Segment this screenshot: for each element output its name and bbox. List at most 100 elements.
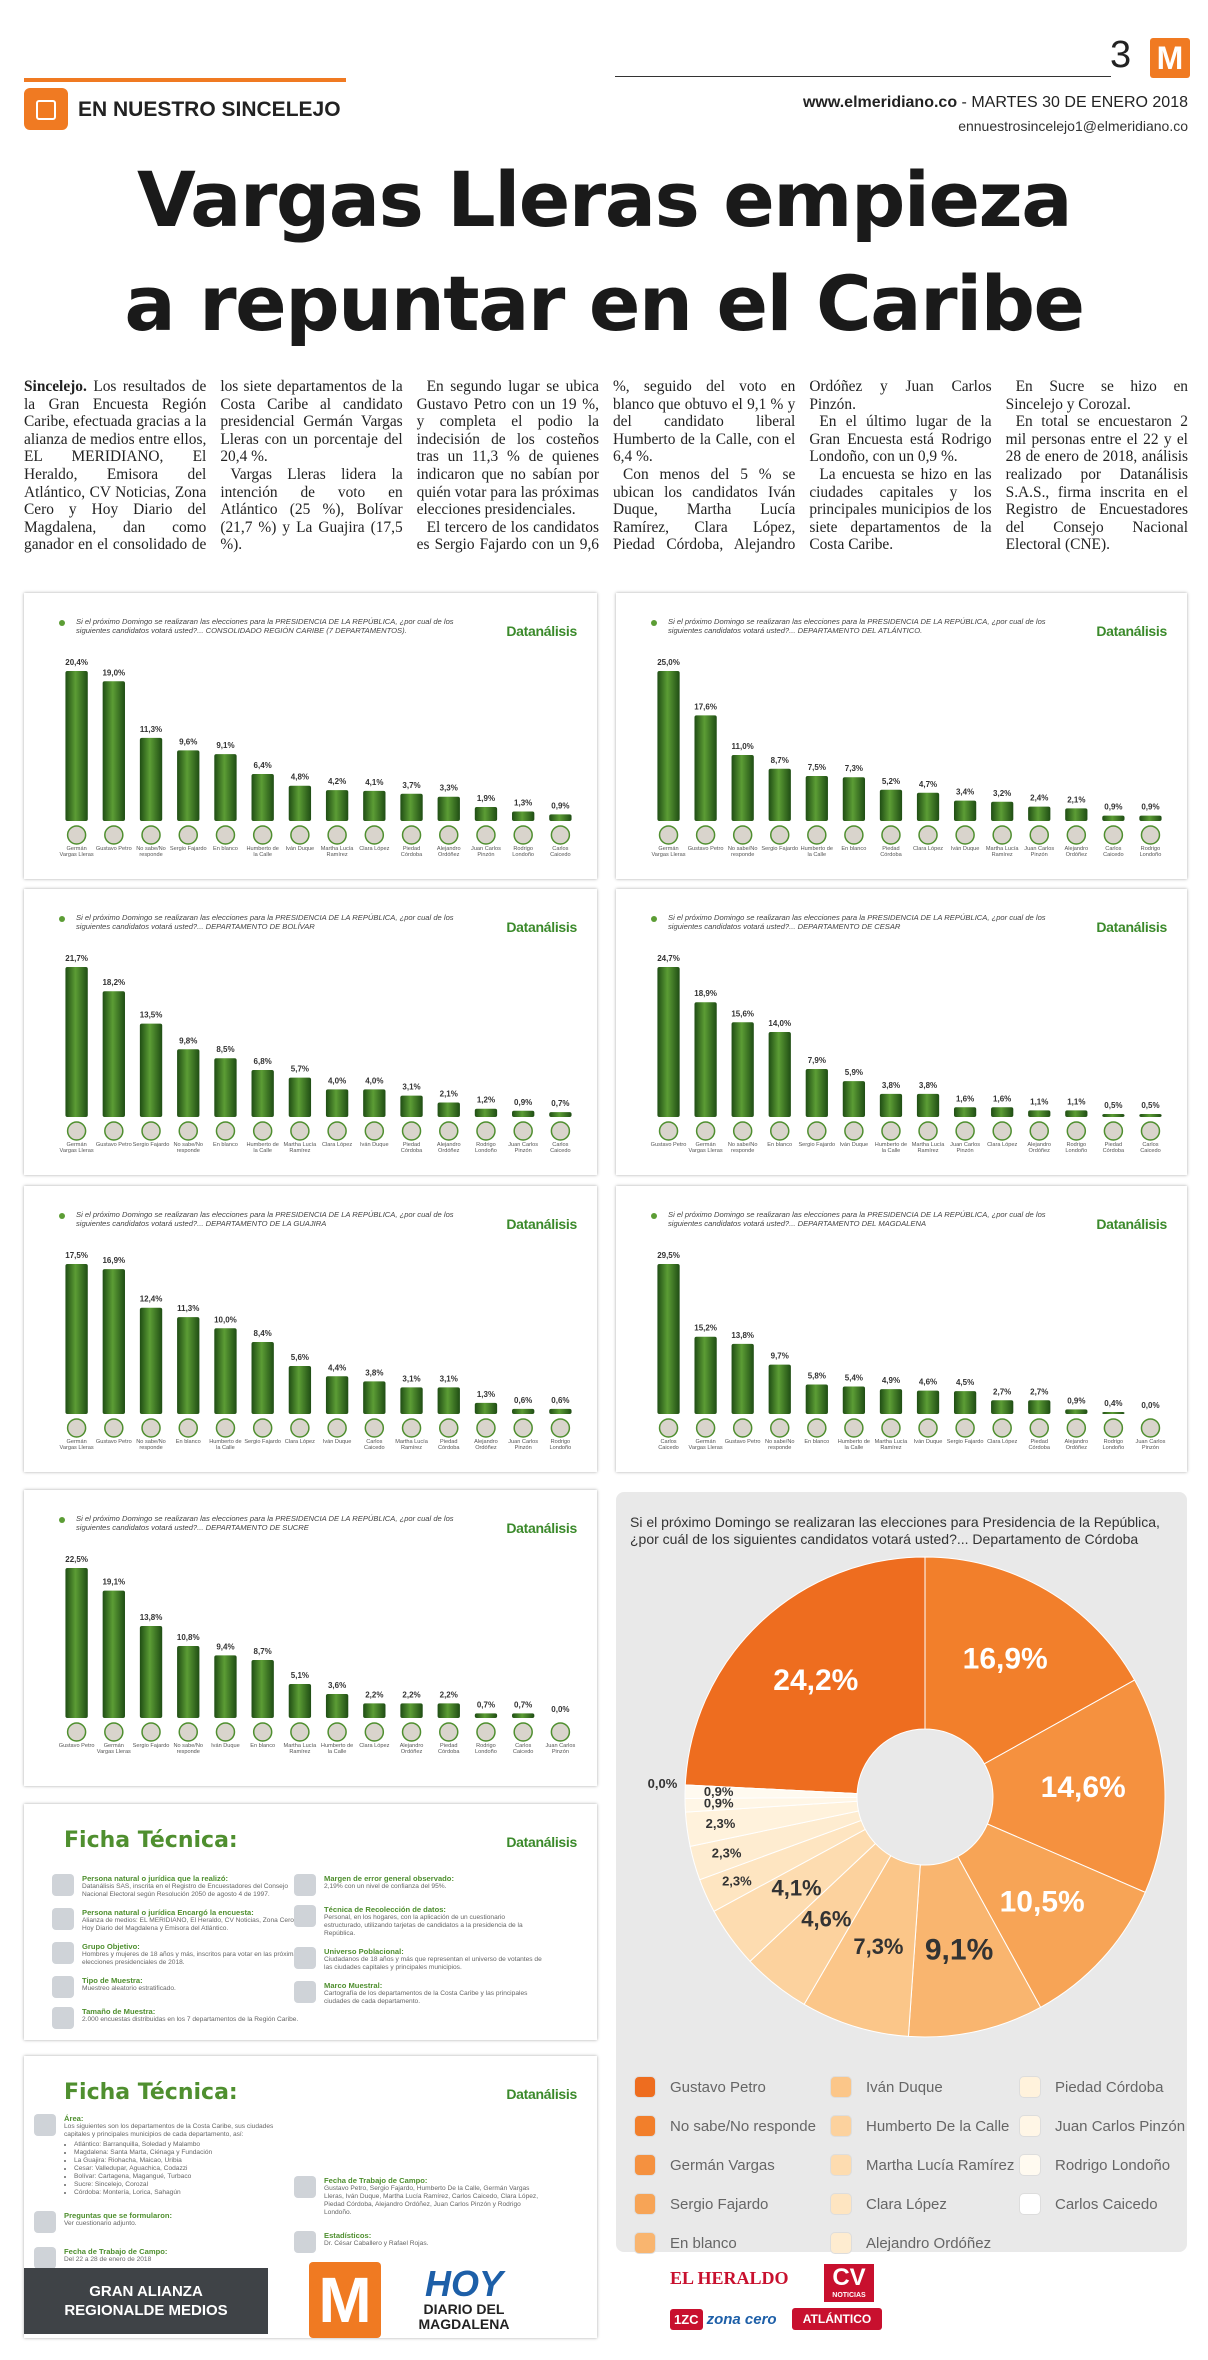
candidate-photo [252,1418,273,1438]
bar [437,1387,460,1414]
ficha-item: Fecha de Trabajo de Campo: Gustavo Petro,… [294,2176,544,2217]
paragraph-text: Con menos del 5 % se ubican los candidat… [612,378,992,554]
candidate-photo [252,1121,273,1141]
zona-name: zona cero [706,2310,777,2328]
bar [549,1112,572,1117]
candidate-photo [844,1121,864,1141]
bar [177,1646,200,1718]
ficha-icon [34,2211,56,2233]
value-label: 4,0% [365,1076,383,1085]
candidate-photo [770,1418,790,1438]
legend-item: Sergio Fajardo [634,2193,768,2215]
ficha-body: Personal, en los hogares, con la aplicac… [324,1914,544,1938]
candidate-photo [1140,825,1161,845]
candidate-photo [955,1121,975,1141]
paragraph: El tercero de los candidatos es Sergio F… [417,378,796,554]
pie-slice [957,1823,1146,2008]
candidate-photo [955,1418,975,1438]
alliance-line: REGIONALDE MEDIOS [64,2302,228,2319]
ficha-heading: Preguntas que se formularon: [64,2211,173,2220]
pie-slice [983,1679,1166,1893]
bullet [651,1213,657,1219]
slice-label: 0,9% [704,1784,734,1799]
brand-logo: Datanálisis [506,1216,577,1232]
candidate-photo [918,1121,938,1141]
candidate-name: Carlos Caicedo [658,1439,679,1452]
candidate-photo [66,825,87,845]
candidate-name: Juan Carlos Pinzón [508,1439,539,1452]
candidate-photo [66,1418,87,1438]
value-label: 5,2% [882,777,900,786]
candidate-name: Gustavo Petro [95,1439,132,1445]
bar [214,754,237,821]
candidate-name: Clara López [987,1439,1018,1445]
value-label: 5,1% [291,1671,309,1680]
candidate-photo [1103,825,1124,845]
ficha-item: Tamaño de Muestra: 2.000 encuestas distri… [52,2007,302,2029]
ficha-heading: Tamaño de Muestra: [82,2007,156,2016]
bar [251,1342,274,1414]
heraldo-logo: EL HERALDO [670,2268,789,2288]
candidate-photo [215,1722,236,1742]
candidate-photo [844,1418,864,1438]
bar [474,1402,498,1414]
value-label: 17,6% [694,702,717,711]
bar [731,1022,754,1117]
candidate-photo [1029,1418,1049,1438]
value-label: 0,6% [514,1396,532,1405]
chart-title: Si el próximo Domingo se realizaran las … [76,913,454,932]
bar [65,1568,88,1718]
bullet [651,620,657,626]
bar [805,776,828,821]
candidate-name: Gustavo Petro [687,846,724,852]
legend-swatch [830,2115,852,2137]
paragraph-text: Vargas Lleras lidera la intención de vot… [220,465,403,554]
brand-logo: Datanálisis [506,1834,577,1850]
value-label: 1,3% [477,1390,495,1399]
bar [694,1002,717,1117]
candidate-photo [1140,1121,1161,1141]
bullet [59,1517,65,1523]
paragraph: En Sucre se hizo en Sincelejo y Corozal. [1006,378,1188,413]
ficha-body-text: Dr. César Caballero y Rafael Rojas. [324,2240,429,2247]
candidate-name: Martha Lucía Ramírez [283,1743,317,1756]
chart-title: Si el próximo Domingo se realizaran las … [668,617,1046,636]
value-label: 16,9% [102,1256,125,1265]
bar [1102,1113,1125,1117]
candidate-photo [476,825,496,845]
pie-slice [907,1855,1042,2038]
candidate-photo [215,825,236,845]
chart-title: Si el próximo Domingo se realizaran las … [76,617,454,636]
ficha-icon [294,1905,316,1927]
candidate-name: Sergio Fajardo [761,846,799,852]
article: Sincelejo. Los resultados de la Gran Enc… [24,378,1188,584]
value-label: 12,4% [140,1295,163,1304]
ficha-item: Persona natural o jurídica que la realiz… [52,1874,302,1899]
candidate-photo [1066,1418,1087,1438]
candidate-name: Piedad Córdoba [400,1142,423,1155]
ficha-column: Fecha de Trabajo de Campo: Gustavo Petro,… [294,2176,544,2253]
bar [437,1703,460,1718]
candidate-name: Iván Duque [913,1439,943,1445]
ficha-text: Técnica de Recolección de datos: Personal… [324,1905,544,1938]
candidate-photo [104,825,124,845]
value-label: 0,4% [1104,1399,1122,1408]
ficha-body-text: Cartografía de los departamentos de la C… [324,1990,528,2005]
value-label: 3,1% [402,1374,420,1383]
candidate-photo [401,1418,422,1438]
ficha-text: Estadísticos: Dr. César Caballero y Rafae… [324,2231,428,2248]
candidate-name: Martha Lucía Ramírez [911,1142,945,1155]
legend-item: Juan Carlos Pinzón [1019,2115,1185,2137]
legend-label: Gustavo Petro [670,2078,766,2096]
bar [400,1387,423,1414]
value-label: 1,1% [1067,1097,1085,1106]
ficha-list-item: Sucre: Sincelejo, Corozal [74,2181,284,2189]
candidate-photo [918,1418,938,1438]
ficha-item: Universo Poblacional: Ciudadanos de 18 añ… [294,1947,544,1972]
legend-swatch [634,2232,656,2254]
candidate-photo [513,1121,533,1141]
candidate-name: Piedad Córdoba [1028,1439,1050,1452]
bar [177,1049,200,1117]
candidate-photo [550,1121,571,1141]
bar [139,737,163,821]
